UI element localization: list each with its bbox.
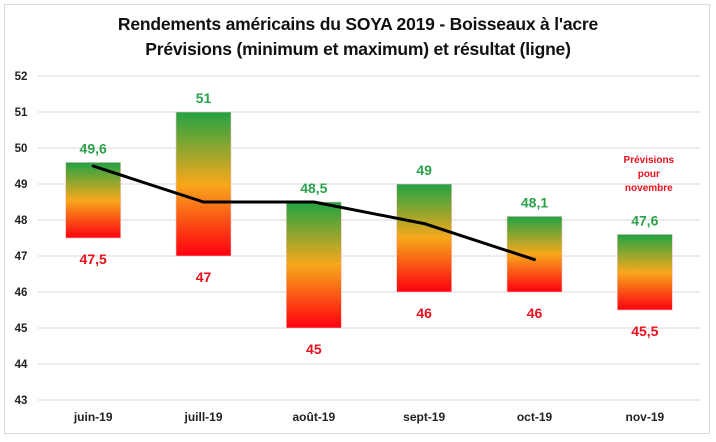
range-bar — [396, 183, 452, 293]
chart-title: Rendements américains du SOYA 2019 - Boi… — [117, 14, 599, 34]
y-tick-label: 52 — [15, 71, 28, 83]
max-label: 49 — [416, 162, 432, 178]
y-tick-label: 51 — [15, 107, 28, 119]
max-label: 47,6 — [631, 212, 658, 228]
y-tick-label: 49 — [15, 179, 28, 191]
y-tick-label: 45 — [15, 323, 28, 335]
november-note-line: pour — [638, 169, 660, 180]
x-tick-label: nov-19 — [625, 410, 664, 424]
y-tick-label: 43 — [15, 395, 28, 407]
result-line-segment — [91, 164, 205, 204]
range-bar — [286, 201, 342, 329]
range-bar — [175, 111, 232, 257]
x-tick-label: oct-19 — [517, 410, 553, 424]
max-label: 49,6 — [80, 140, 107, 156]
max-label: 48,1 — [521, 194, 548, 210]
min-label: 47 — [196, 269, 212, 285]
november-note-line: Prévisions — [624, 155, 675, 166]
y-tick-label: 50 — [15, 143, 28, 155]
x-tick-label: juin-19 — [73, 410, 113, 424]
y-tick-label: 48 — [15, 215, 28, 227]
min-label: 45 — [306, 341, 322, 357]
min-label: 47,5 — [80, 251, 107, 267]
november-note-line: novembre — [625, 183, 673, 194]
result-line-segment — [312, 200, 426, 226]
y-tick-label: 46 — [15, 287, 28, 299]
min-label: 46 — [527, 305, 543, 321]
min-label: 45,5 — [631, 323, 658, 339]
max-label: 51 — [196, 90, 212, 106]
range-bar — [617, 234, 673, 311]
x-tick-label: sept-19 — [403, 410, 445, 424]
range-bar — [65, 162, 121, 239]
max-label: 48,5 — [300, 180, 327, 196]
x-tick-label: juill-19 — [183, 410, 222, 424]
x-tick-label: août-19 — [292, 410, 335, 424]
y-tick-label: 47 — [15, 251, 28, 263]
result-line-segment — [422, 222, 536, 262]
y-tick-label: 44 — [15, 359, 28, 371]
min-label: 46 — [416, 305, 432, 321]
chart-subtitle: Prévisions (minimum et maximum) et résul… — [145, 39, 571, 59]
